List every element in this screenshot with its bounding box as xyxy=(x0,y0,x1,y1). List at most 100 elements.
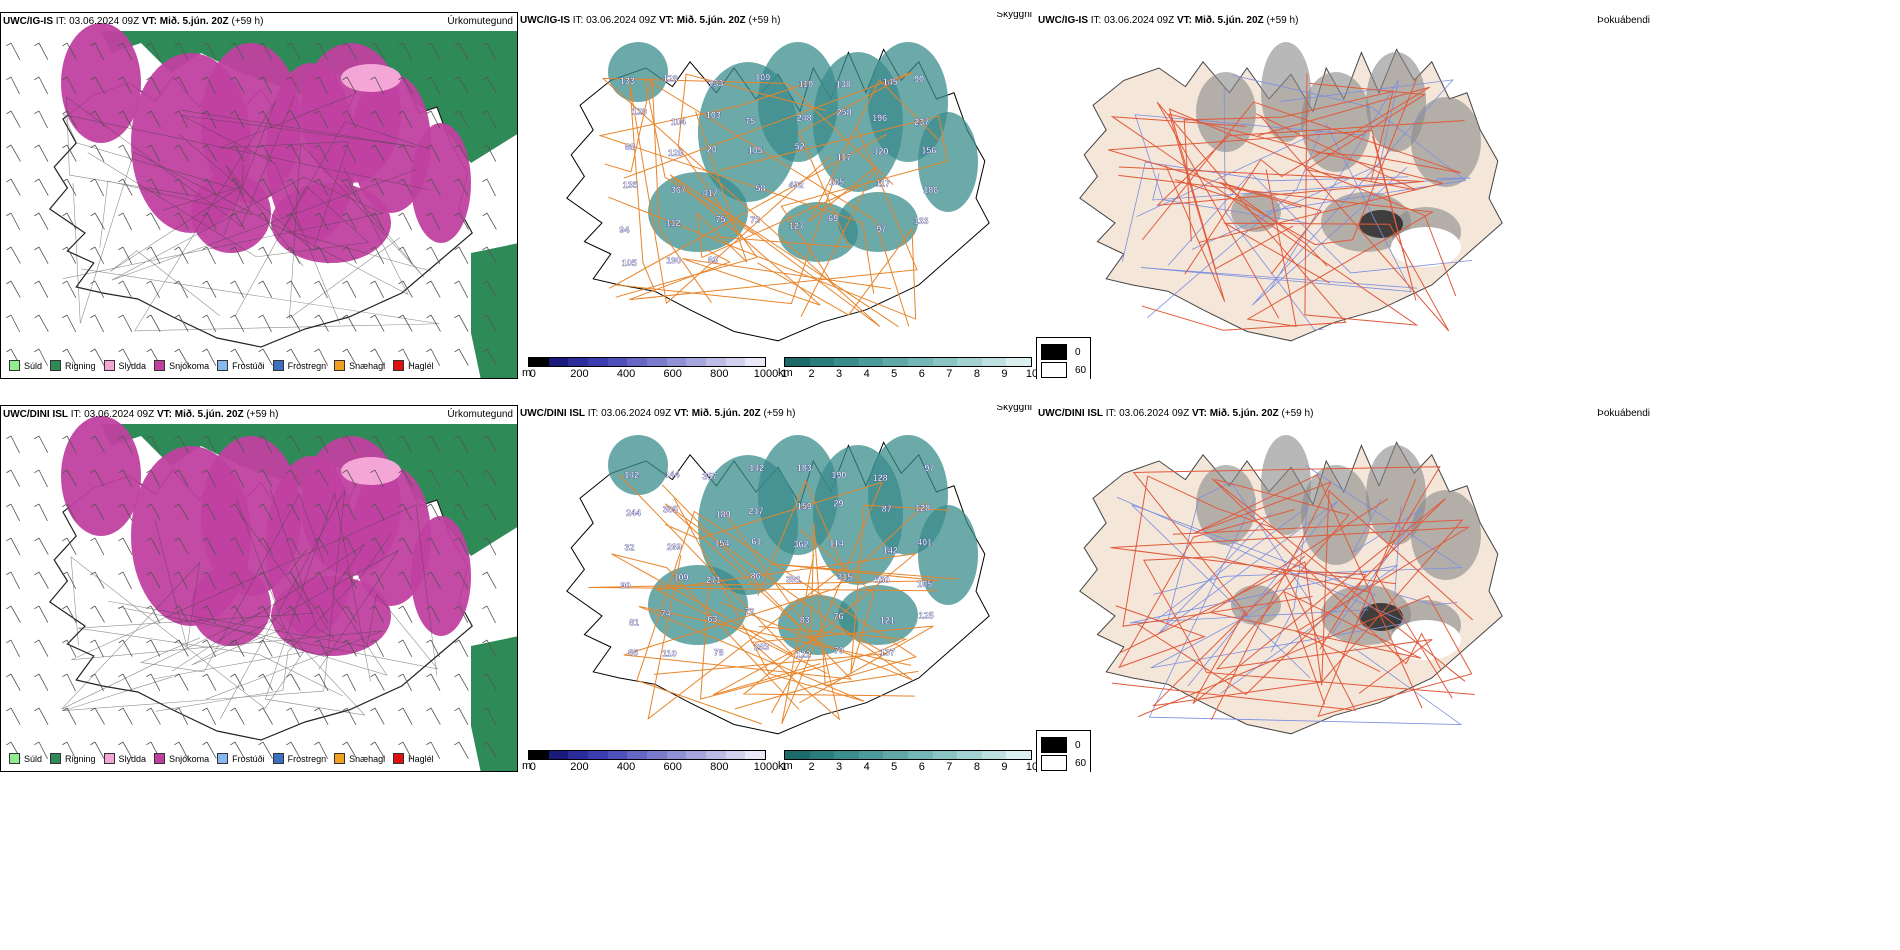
colorbar-cell xyxy=(627,358,648,366)
cloud-base-label: 401 xyxy=(917,537,932,547)
colorbar-cell xyxy=(725,751,746,759)
wind-barb xyxy=(118,571,132,590)
wind-barb xyxy=(202,571,216,590)
colorbar-cell xyxy=(932,358,958,366)
colorbar-cells xyxy=(784,357,1032,367)
wind-barb xyxy=(398,673,412,692)
visibility-colorbar: 1 2 3 4 5 6 7 8 9 10 km xyxy=(778,750,1036,772)
wind-barb xyxy=(258,144,273,162)
wind-barb xyxy=(34,42,49,60)
low-visibility-area xyxy=(838,192,918,252)
fog-area xyxy=(1261,435,1311,535)
cloud-base-label: 121 xyxy=(880,616,895,626)
river xyxy=(1134,114,1366,224)
colorbar-cells xyxy=(528,750,766,760)
road xyxy=(77,517,343,697)
cloud-base-label: 142 xyxy=(624,470,639,480)
road xyxy=(664,503,913,681)
wind-barb xyxy=(230,435,245,453)
wind-barb xyxy=(34,469,48,488)
wind-barb xyxy=(90,212,105,230)
sleet-area xyxy=(341,457,401,485)
cloud-base-labels: 142 144 357 142 183 190 128 97 244 305 189 217 159 29… xyxy=(620,463,934,660)
wind-barb xyxy=(454,42,469,60)
road xyxy=(270,489,335,639)
colorbar-tick: 9 xyxy=(1001,761,1008,772)
wind-barb xyxy=(314,144,328,163)
wind-barb xyxy=(482,707,497,726)
colorbar-tick: 400 xyxy=(616,761,636,772)
wind-barb xyxy=(370,246,385,264)
wind-barb xyxy=(146,537,161,555)
roads xyxy=(588,473,958,725)
legend-swatch xyxy=(272,753,284,764)
wind-barb xyxy=(370,435,385,453)
road xyxy=(155,534,392,712)
road xyxy=(72,151,409,324)
legend-swatch xyxy=(50,753,62,764)
wind-barb xyxy=(314,212,329,230)
clear-area xyxy=(1391,227,1461,267)
cloud-base-label: 190 xyxy=(831,470,846,480)
wind-barb xyxy=(202,280,217,298)
cloud-base-label: 86 xyxy=(751,571,761,581)
wind-barb xyxy=(62,314,77,333)
roads xyxy=(598,71,948,328)
cloud-base-label: 110 xyxy=(799,79,814,89)
wind-barb xyxy=(6,246,21,264)
wind-barb xyxy=(62,76,77,95)
wind-barb xyxy=(398,707,413,725)
road xyxy=(598,81,875,294)
cloud-base-label: 66 xyxy=(628,648,638,658)
fog-area xyxy=(1411,97,1481,187)
cloud-base-label: 391 xyxy=(786,574,801,584)
wind-barb xyxy=(174,537,189,555)
wind-barb xyxy=(258,537,273,555)
fog-legend-swatch xyxy=(1041,755,1067,771)
cloud-base-label: 271 xyxy=(706,575,721,585)
road xyxy=(191,499,399,670)
colorbar-tick: 600 xyxy=(663,368,682,379)
colorbar-tick: 4 xyxy=(863,761,870,772)
road xyxy=(1184,86,1431,275)
wind-barb xyxy=(6,571,20,590)
visibility-title: Skyggni xyxy=(996,405,1032,413)
colorbar-tick: 2 xyxy=(808,761,815,772)
wind-barb xyxy=(230,314,245,332)
road xyxy=(1122,475,1313,627)
road xyxy=(1142,556,1475,696)
wind-barb xyxy=(90,280,105,298)
wind-barb xyxy=(6,503,20,522)
cloud-base-label: 120 xyxy=(874,147,889,157)
wind-barb xyxy=(454,503,468,522)
wind-barb xyxy=(426,673,441,691)
road xyxy=(62,169,417,281)
wind-barb xyxy=(6,110,21,128)
precip-title: Úrkomutegund xyxy=(447,16,513,27)
legend-swatch xyxy=(334,753,346,764)
cloud-base-label: 133 xyxy=(620,76,635,86)
wind-barb xyxy=(370,110,385,128)
cloud-base-label: 138 xyxy=(836,79,851,89)
wind-barb xyxy=(146,503,161,521)
wind-barb xyxy=(34,110,48,129)
cloud-base-label: 73 xyxy=(750,215,760,225)
wind-barb xyxy=(174,707,189,726)
wind-barb xyxy=(370,503,385,521)
fog-legend-row: 60 xyxy=(1041,755,1086,771)
wind-barb xyxy=(482,639,497,657)
wind-barb xyxy=(258,76,273,94)
wind-barb xyxy=(34,503,48,522)
wind-barb xyxy=(202,178,217,196)
wind-barb xyxy=(90,605,105,623)
wind-barb xyxy=(482,314,497,332)
wind-barb xyxy=(370,314,385,332)
wind-barb xyxy=(286,348,301,366)
colorbar-ticks: 1 2 3 4 5 6 7 8 9 10 xyxy=(781,367,1036,379)
wind-barb xyxy=(6,280,21,298)
colorbar-ticks: 0 200 400 600 800 1000 xyxy=(528,367,779,379)
wind-barb xyxy=(454,144,469,162)
fog-map-row2 xyxy=(1079,435,1503,735)
colorbar-cell xyxy=(686,751,707,759)
wind-barb xyxy=(342,348,357,366)
